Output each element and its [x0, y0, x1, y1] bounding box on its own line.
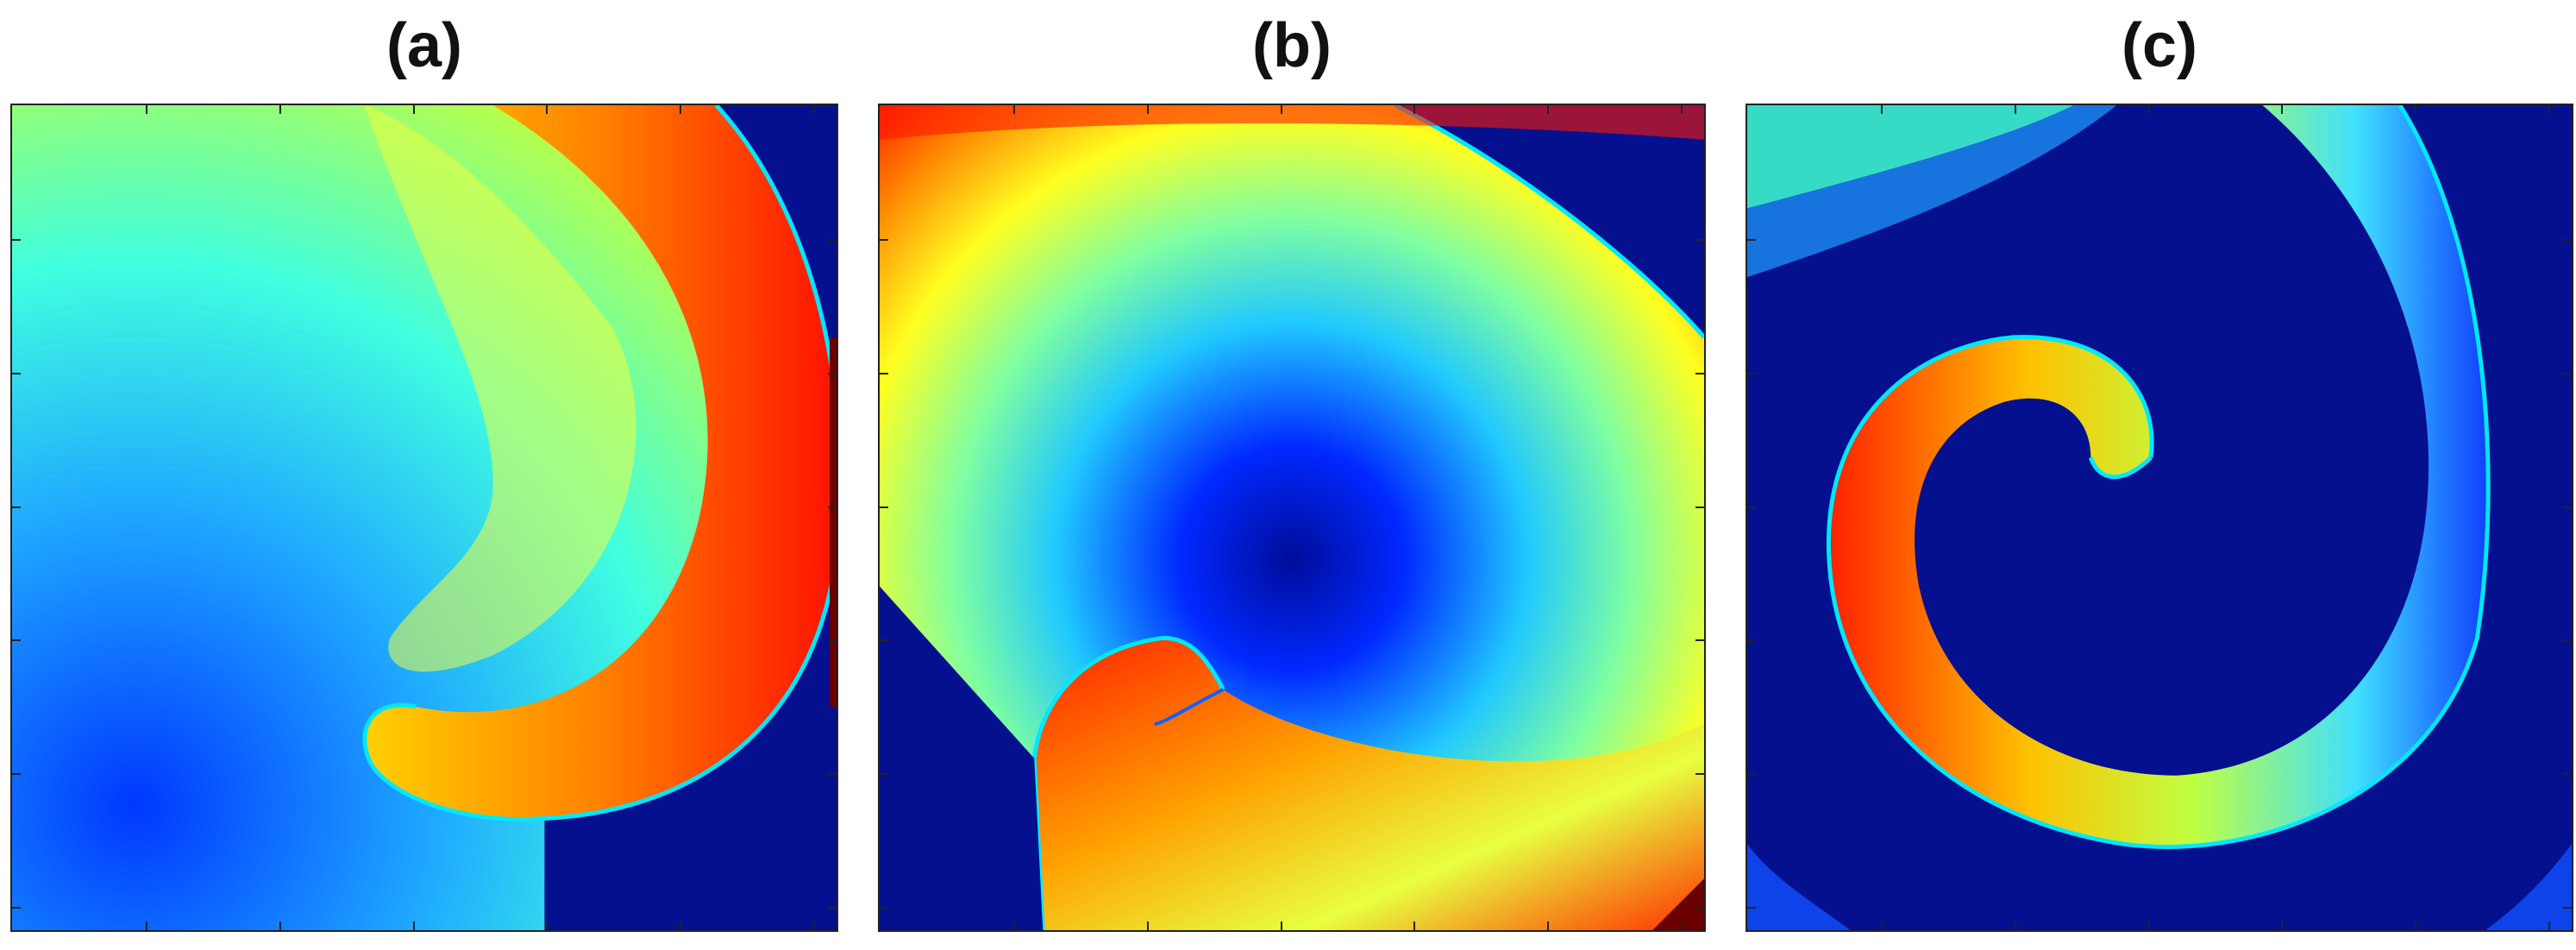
axis-tick — [1747, 506, 1756, 508]
axis-tick — [2415, 922, 2416, 930]
axis-tick — [2015, 922, 2016, 930]
axis-tick — [12, 373, 21, 374]
axis-tick — [880, 907, 888, 909]
axis-tick — [2563, 506, 2572, 508]
axis-tick — [2015, 105, 2016, 114]
spiral-wave-image — [10, 104, 838, 932]
axis-tick — [1013, 105, 1015, 114]
axis-tick — [1547, 105, 1549, 114]
axis-tick — [1695, 907, 1704, 909]
axis-tick — [828, 773, 837, 775]
axis-tick — [2548, 105, 2550, 114]
axis-tick — [2563, 639, 2572, 641]
axis-tick — [12, 639, 21, 641]
axis-tick — [1747, 639, 1756, 641]
axis-tick — [1695, 239, 1704, 241]
axis-tick — [1747, 373, 1756, 374]
axis-tick — [12, 239, 21, 241]
axis-tick — [880, 506, 888, 508]
axis-tick — [1695, 506, 1704, 508]
panel-c: (c) — [1746, 0, 2573, 950]
axis-tick — [1747, 773, 1756, 775]
axis-tick — [880, 773, 888, 775]
axis-tick — [1695, 773, 1704, 775]
axis-tick — [1147, 922, 1149, 930]
axis-tick — [2148, 105, 2150, 114]
axis-tick — [828, 373, 837, 374]
axis-tick — [146, 105, 147, 114]
axis-tick — [2563, 907, 2572, 909]
axis-tick — [1695, 373, 1704, 374]
panel-b: (b) — [878, 0, 1706, 950]
axis-tick — [2563, 373, 2572, 374]
axis-tick — [279, 105, 281, 114]
axis-tick — [1281, 105, 1282, 114]
axis-tick — [2548, 922, 2550, 930]
axis-tick — [1695, 639, 1704, 641]
axis-tick — [12, 773, 21, 775]
axis-tick — [1547, 922, 1549, 930]
spiral-wave-b-graphic — [880, 105, 1704, 930]
axis-tick — [680, 105, 681, 114]
axis-tick — [546, 922, 548, 930]
axis-tick — [1881, 922, 1883, 930]
axis-tick — [828, 639, 837, 641]
axis-tick — [828, 506, 837, 508]
axis-tick — [1013, 922, 1015, 930]
axis-tick — [880, 373, 888, 374]
axis-tick — [2563, 773, 2572, 775]
axis-tick — [279, 922, 281, 930]
axis-tick — [12, 506, 21, 508]
spiral-wave-image — [1746, 104, 2573, 932]
axis-tick — [680, 922, 681, 930]
panel-a: (a) — [10, 0, 838, 950]
axis-tick — [813, 922, 815, 930]
axis-tick — [2563, 239, 2572, 241]
axis-tick — [828, 907, 837, 909]
axis-tick — [1281, 922, 1282, 930]
axis-tick — [1413, 922, 1415, 930]
axis-tick — [1747, 239, 1756, 241]
axis-tick — [2281, 922, 2283, 930]
axis-tick — [2415, 105, 2416, 114]
axis-tick — [1681, 105, 1683, 114]
axis-tick — [2281, 105, 2283, 114]
panel-label: (b) — [1252, 11, 1332, 80]
axis-tick — [828, 239, 837, 241]
spiral-wave-c-graphic — [1747, 105, 2572, 930]
axis-tick — [880, 639, 888, 641]
axis-tick — [1681, 922, 1683, 930]
axis-tick — [146, 922, 147, 930]
axis-tick — [546, 105, 548, 114]
axis-tick — [413, 922, 415, 930]
axis-tick — [12, 907, 21, 909]
axis-tick — [413, 105, 415, 114]
axis-tick — [2148, 922, 2150, 930]
axis-tick — [813, 105, 815, 114]
spiral-wave-image — [878, 104, 1706, 932]
axis-tick — [1413, 105, 1415, 114]
panel-label: (c) — [2122, 11, 2197, 80]
axis-tick — [1147, 105, 1149, 114]
axis-tick — [1881, 105, 1883, 114]
panel-label: (a) — [386, 11, 462, 80]
spiral-wave-a-graphic — [12, 105, 837, 930]
axis-tick — [1747, 907, 1756, 909]
axis-tick — [880, 239, 888, 241]
